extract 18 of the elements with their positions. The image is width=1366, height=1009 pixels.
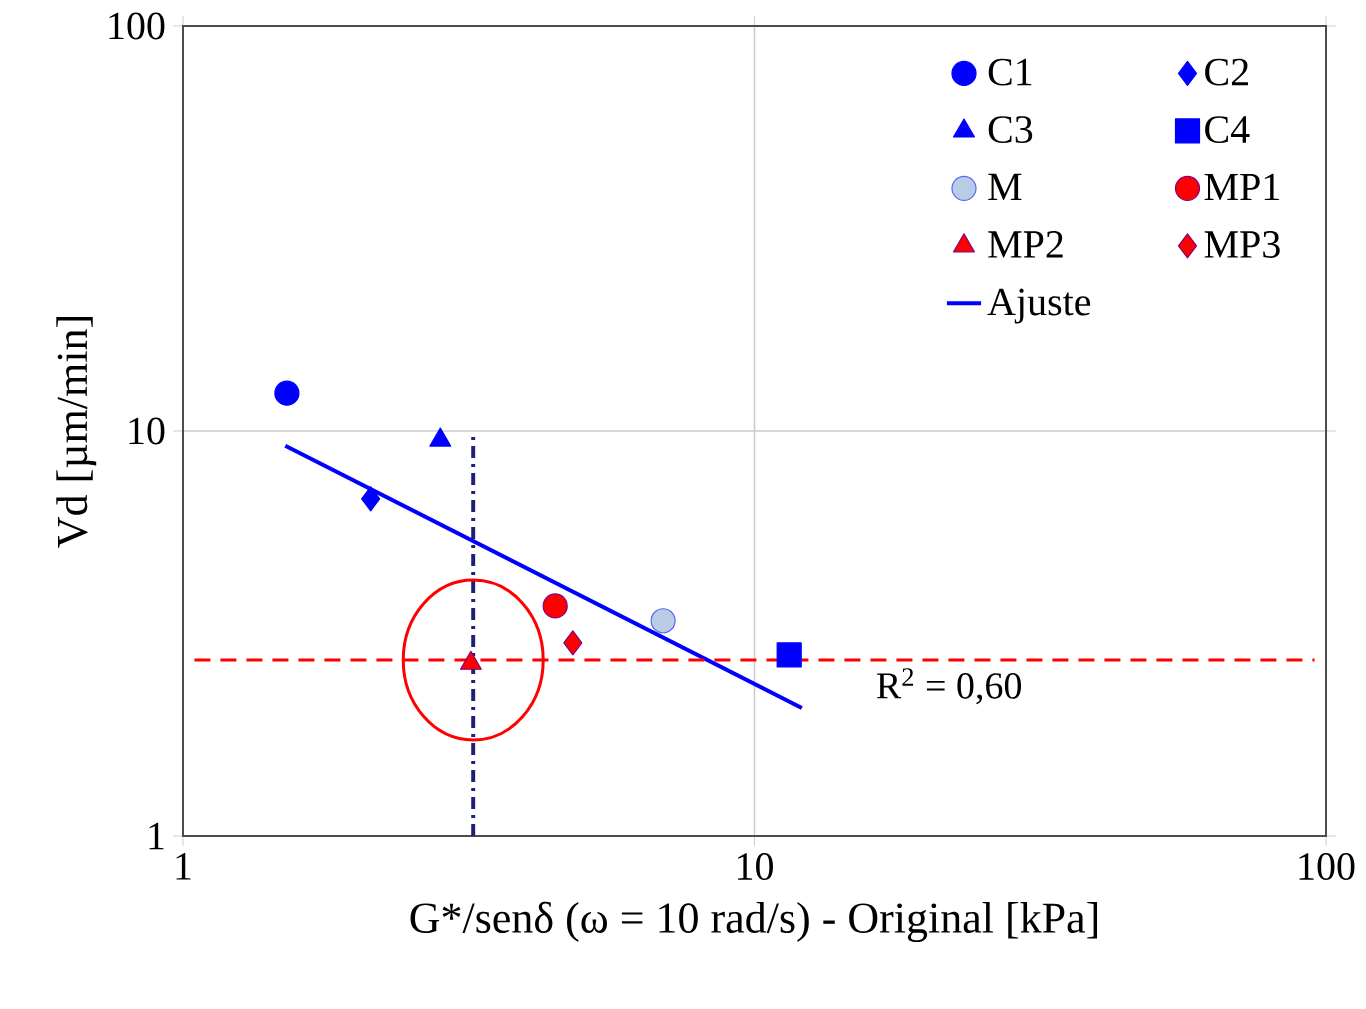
annotation: R$^{2}$ = 0,60 xyxy=(876,668,1021,705)
legend-label: C1 xyxy=(988,58,1032,86)
legend-label: C2 xyxy=(1205,58,1248,86)
y-tick-label: 100 xyxy=(109,12,165,40)
legend-label: C4 xyxy=(1205,116,1250,144)
legend-label: M xyxy=(988,173,1022,200)
y-tick-label: 1 xyxy=(149,822,164,850)
legend-label: MP1 xyxy=(1204,173,1279,201)
x-tick-label: 10 xyxy=(738,853,773,881)
legend-label: Ajuste xyxy=(987,288,1091,324)
x-tick-label: 100 xyxy=(1299,853,1355,881)
y-tick-label: 10 xyxy=(129,417,165,445)
y-axis-title: Vd [µm/min] xyxy=(56,317,97,548)
legend-label: MP2 xyxy=(988,231,1063,258)
legend-label: C3 xyxy=(988,116,1033,144)
legend-label: MP3 xyxy=(1204,231,1280,258)
x-axis-title: G*/senδ (ω = 10 rad/s) - Original [kPa] xyxy=(410,901,1098,943)
x-tick-label: 1 xyxy=(176,853,191,880)
